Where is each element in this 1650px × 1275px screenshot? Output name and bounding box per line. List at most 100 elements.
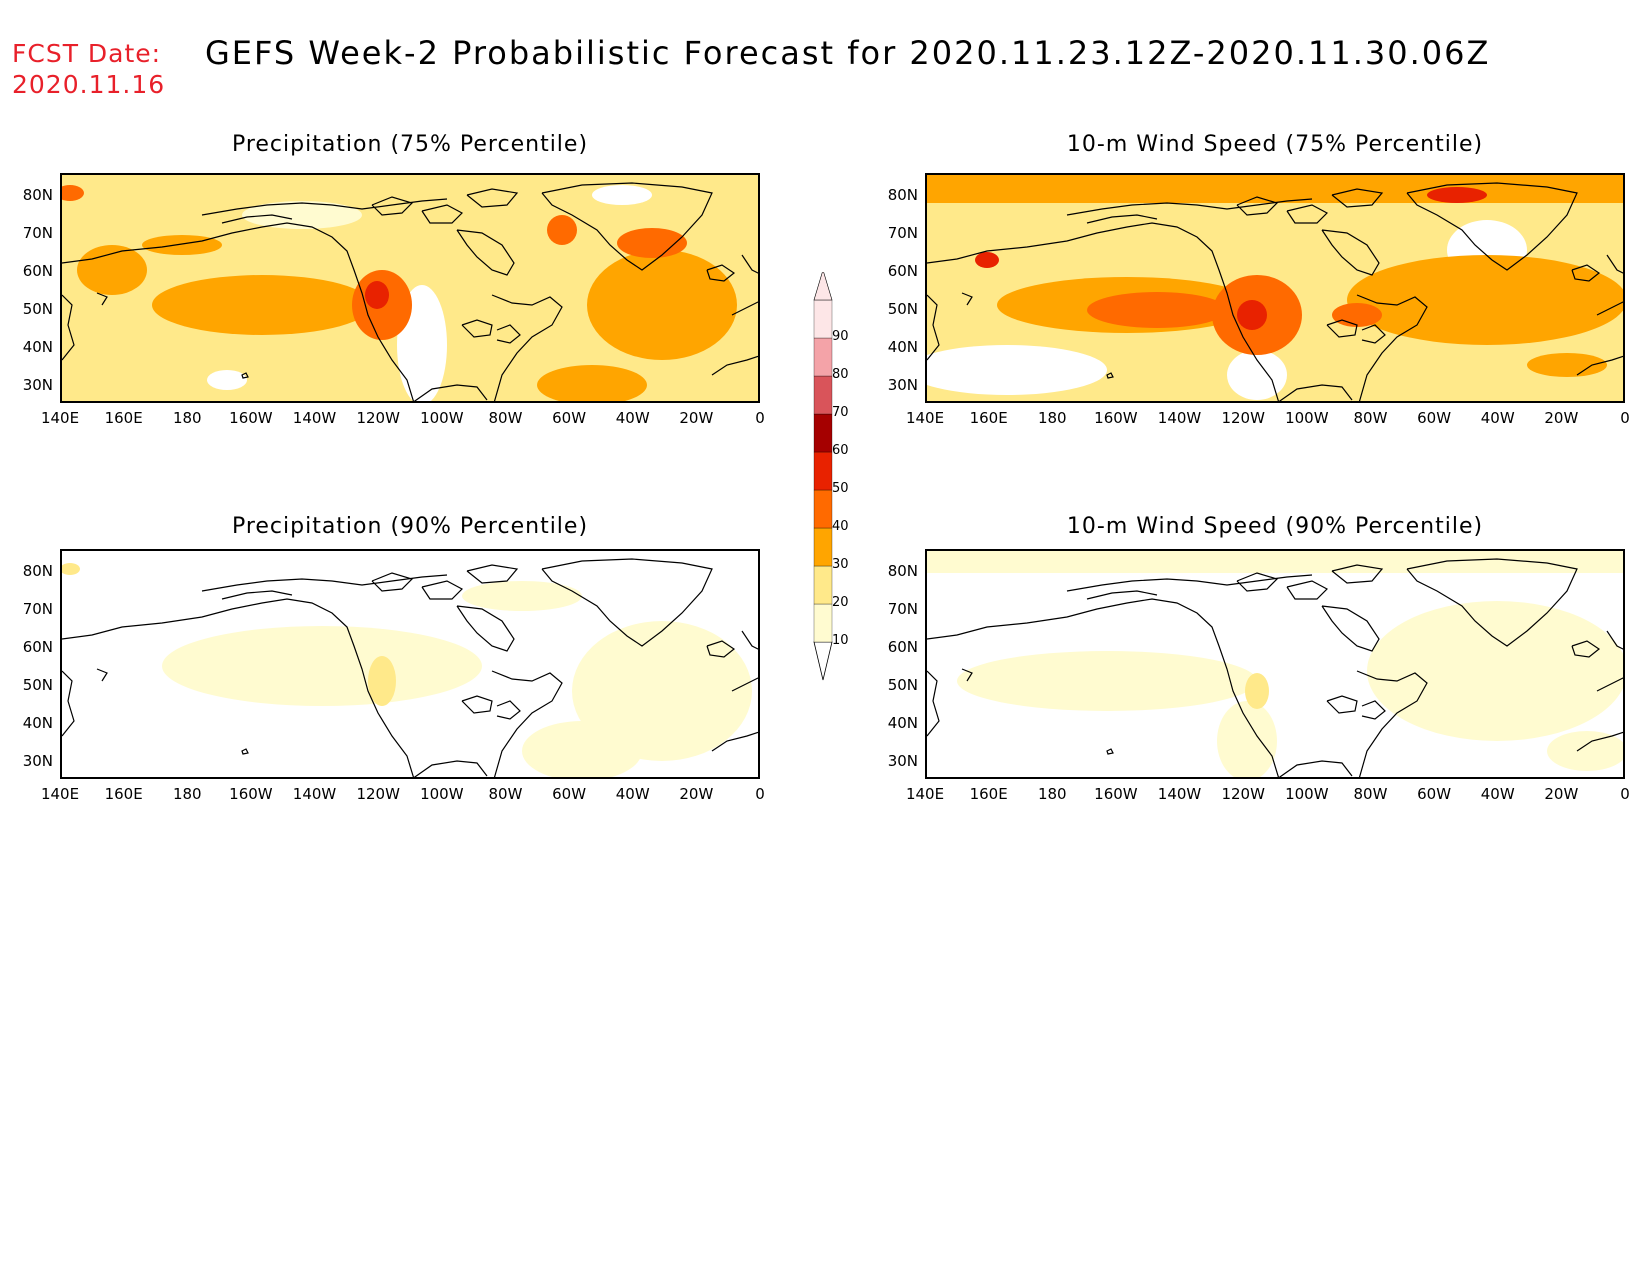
lon-tick-label: 80W bbox=[1353, 409, 1388, 427]
coastline bbox=[1571, 640, 1601, 658]
lon-tick-label: 160W bbox=[1094, 409, 1138, 427]
coastline bbox=[961, 668, 973, 682]
probability-contour bbox=[62, 563, 80, 575]
coastline bbox=[221, 214, 293, 224]
map-wind-90 bbox=[925, 549, 1625, 779]
coastline bbox=[706, 640, 736, 658]
lon-tick-label: 120W bbox=[1221, 409, 1265, 427]
forecast-date: FCST Date: 2020.11.16 bbox=[12, 38, 165, 100]
colorbar-tick-label: 80 bbox=[832, 367, 849, 382]
lon-tick-label: 20W bbox=[1544, 785, 1579, 803]
lon-tick-label: 160E bbox=[104, 409, 143, 427]
coastline bbox=[1356, 670, 1428, 777]
coastline bbox=[927, 294, 940, 361]
coastline bbox=[706, 264, 736, 282]
map-precip-75 bbox=[60, 173, 760, 403]
coastline bbox=[741, 254, 758, 274]
coastline bbox=[731, 301, 758, 316]
lat-tick-label: 40N bbox=[22, 338, 53, 356]
coastline bbox=[96, 668, 108, 682]
coastline bbox=[711, 731, 758, 752]
coastline bbox=[62, 598, 415, 777]
coastline bbox=[456, 605, 515, 652]
coastline bbox=[1106, 748, 1114, 755]
coastline bbox=[1361, 324, 1386, 344]
coastline bbox=[62, 294, 75, 361]
lon-tick-label: 160W bbox=[229, 785, 273, 803]
lon-tick-label: 140W bbox=[292, 409, 337, 427]
map-canvas bbox=[927, 551, 1623, 777]
lon-tick-label: 160E bbox=[969, 785, 1008, 803]
coastline bbox=[1596, 301, 1623, 316]
coastline bbox=[1361, 700, 1386, 720]
lon-tick-label: 180 bbox=[172, 409, 202, 427]
probability-contour bbox=[1217, 701, 1277, 777]
lon-tick-label: 40W bbox=[1480, 785, 1515, 803]
colorbar bbox=[813, 272, 833, 681]
coastline bbox=[1066, 574, 1313, 592]
coastline bbox=[496, 700, 521, 720]
lat-tick-label: 70N bbox=[887, 224, 918, 242]
lon-tick-label: 180 bbox=[172, 785, 202, 803]
probability-contour bbox=[1347, 255, 1623, 345]
probability-contour bbox=[537, 365, 647, 401]
lon-tick-label: 180 bbox=[1037, 409, 1067, 427]
coastline bbox=[1606, 630, 1623, 650]
colorbar-segment bbox=[813, 337, 833, 377]
lat-tick-label: 40N bbox=[22, 714, 53, 732]
panel-title-wind-90: 10-m Wind Speed (90% Percentile) bbox=[1066, 514, 1484, 539]
coastline bbox=[1326, 319, 1358, 338]
lat-tick-label: 40N bbox=[887, 714, 918, 732]
lat-tick-label: 30N bbox=[22, 752, 53, 770]
panel-title-precip-90: Precipitation (90% Percentile) bbox=[231, 514, 589, 539]
probability-contour bbox=[1367, 601, 1623, 741]
coastline bbox=[1331, 564, 1384, 584]
lon-tick-label: 20W bbox=[1544, 409, 1579, 427]
coastline bbox=[1576, 355, 1623, 376]
coastline bbox=[456, 229, 515, 276]
lat-tick-label: 50N bbox=[887, 676, 918, 694]
lon-tick-label: 80W bbox=[1353, 785, 1388, 803]
lon-tick-label: 60W bbox=[1417, 785, 1452, 803]
colorbar-segment bbox=[813, 565, 833, 605]
lon-tick-label: 160E bbox=[104, 785, 143, 803]
forecast-date-label: FCST Date: bbox=[12, 39, 162, 68]
lon-tick-label: 40W bbox=[1480, 409, 1515, 427]
coastline bbox=[1236, 572, 1279, 592]
probability-contour bbox=[927, 345, 1107, 395]
coastline bbox=[1278, 384, 1353, 401]
probability-contour bbox=[547, 215, 577, 245]
lon-tick-label: 140W bbox=[1157, 409, 1202, 427]
lon-tick-label: 120W bbox=[356, 409, 400, 427]
coastline bbox=[1066, 198, 1313, 216]
lat-tick-label: 30N bbox=[22, 376, 53, 394]
coastline bbox=[927, 598, 1280, 777]
coastline bbox=[496, 324, 521, 344]
colorbar-segment bbox=[813, 603, 833, 643]
coastline bbox=[1331, 188, 1384, 208]
probability-contour bbox=[617, 228, 687, 258]
probability-contour bbox=[462, 581, 582, 611]
lon-tick-label: 120W bbox=[1221, 785, 1265, 803]
colorbar-tick-label: 40 bbox=[832, 519, 849, 534]
probability-contour bbox=[975, 252, 999, 268]
colorbar-segment bbox=[813, 299, 833, 339]
lon-tick-label: 100W bbox=[1285, 409, 1329, 427]
coastline bbox=[741, 630, 758, 650]
probability-contour bbox=[592, 185, 652, 205]
colorbar-segment bbox=[813, 527, 833, 567]
lon-tick-label: 160W bbox=[229, 409, 273, 427]
probability-contour bbox=[242, 201, 362, 229]
lon-tick-label: 80W bbox=[488, 785, 523, 803]
coastline bbox=[1321, 605, 1380, 652]
lon-tick-label: 0 bbox=[755, 785, 765, 803]
coastline bbox=[1236, 196, 1279, 216]
map-canvas bbox=[927, 175, 1623, 401]
coastline bbox=[1596, 677, 1623, 692]
lon-tick-label: 100W bbox=[420, 785, 464, 803]
panel-title-wind-75: 10-m Wind Speed (75% Percentile) bbox=[1066, 132, 1484, 157]
coastline bbox=[241, 372, 249, 379]
lat-tick-label: 60N bbox=[22, 638, 53, 656]
coastline bbox=[201, 198, 448, 216]
page-title: GEFS Week-2 Probabilistic Forecast for 2… bbox=[205, 34, 1491, 72]
